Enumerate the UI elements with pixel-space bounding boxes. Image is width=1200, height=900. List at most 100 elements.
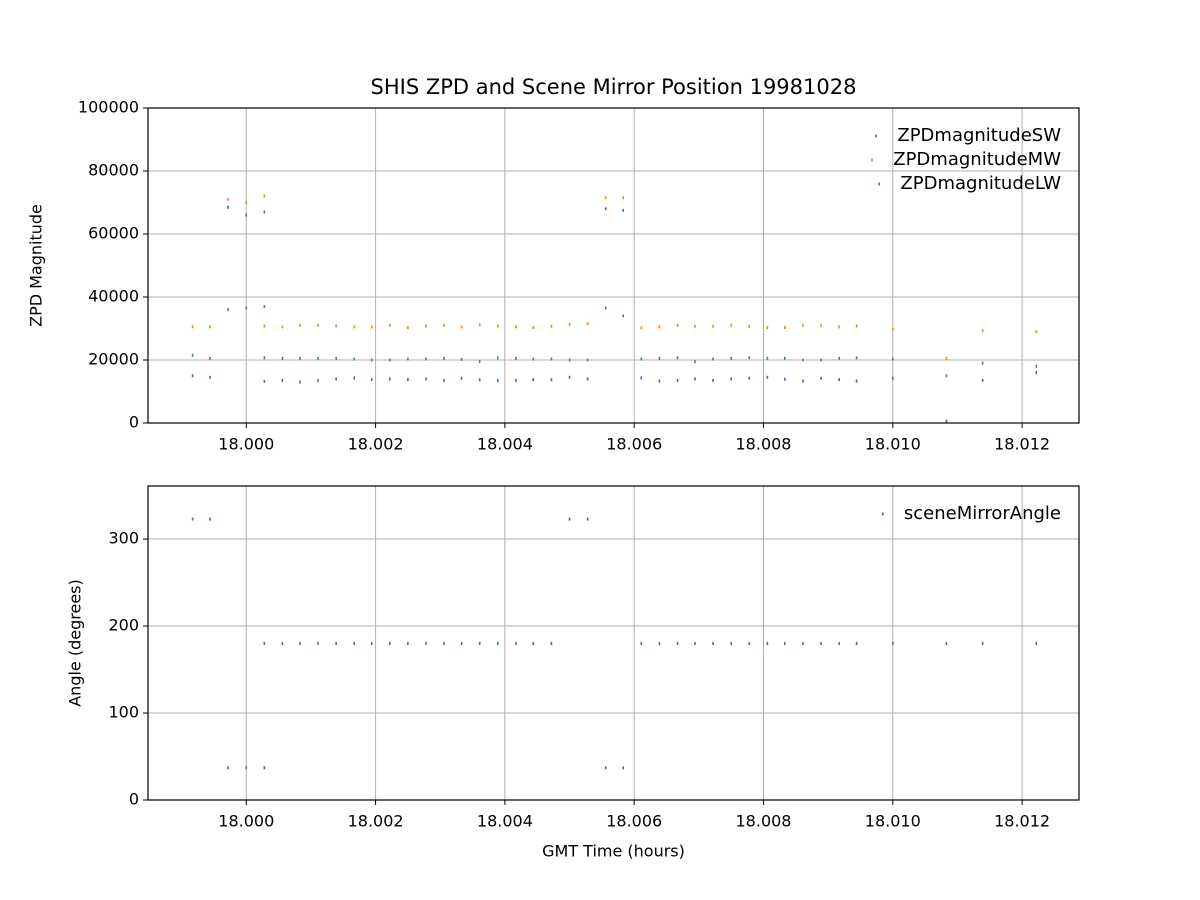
data-point — [568, 323, 571, 327]
data-point — [353, 325, 356, 329]
data-point — [604, 766, 607, 770]
data-point — [281, 641, 284, 645]
data-point — [335, 377, 337, 381]
data-point — [586, 377, 589, 381]
x-tick-label: 18.004 — [477, 435, 533, 454]
data-point — [945, 419, 948, 423]
data-point — [981, 641, 984, 645]
data-point — [766, 356, 769, 360]
data-point — [676, 641, 679, 645]
data-point — [838, 356, 840, 360]
data-point — [820, 323, 822, 327]
data-point — [245, 306, 248, 310]
data-point — [586, 358, 589, 362]
data-point — [370, 641, 373, 645]
data-point — [407, 641, 409, 645]
data-point — [209, 517, 211, 521]
x-tick-label: 18.010 — [865, 435, 921, 454]
data-point — [460, 376, 463, 380]
x-tick-label: 18.000 — [218, 812, 274, 831]
data-point — [676, 356, 679, 360]
x-axis-label: GMT Time (hours) — [542, 842, 685, 861]
legend-label: ZPDmagnitudeLW — [900, 173, 1061, 194]
data-point — [532, 641, 535, 645]
data-point — [532, 357, 535, 361]
data-point — [263, 324, 266, 328]
data-point — [263, 356, 266, 360]
y-tick-label: 80000 — [88, 161, 139, 180]
data-point — [784, 641, 786, 645]
y-tick-label: 20000 — [88, 350, 139, 369]
data-point — [460, 357, 463, 361]
data-point — [658, 379, 661, 383]
data-point — [227, 308, 229, 312]
data-point — [892, 376, 894, 380]
data-point — [370, 378, 373, 382]
data-point — [1035, 641, 1038, 645]
data-point — [1035, 371, 1038, 375]
data-point — [263, 210, 266, 214]
x-tick-label: 18.006 — [606, 812, 662, 831]
data-point — [838, 641, 840, 645]
data-point — [712, 641, 714, 645]
data-point — [676, 378, 679, 382]
data-point — [245, 201, 248, 204]
data-point — [855, 356, 858, 360]
data-point — [209, 356, 211, 360]
data-point — [460, 325, 463, 329]
data-point — [568, 375, 571, 379]
data-point — [425, 377, 427, 381]
data-point — [353, 357, 356, 361]
data-point — [748, 641, 751, 645]
data-point — [550, 357, 553, 361]
data-point — [855, 324, 858, 328]
data-point — [443, 378, 445, 382]
data-point — [802, 379, 804, 383]
x-tick-label: 18.012 — [994, 435, 1050, 454]
data-point — [515, 356, 517, 360]
data-point — [515, 641, 517, 645]
x-tick-label: 18.008 — [736, 812, 792, 831]
data-point — [604, 306, 607, 310]
data-point — [370, 358, 373, 362]
data-point — [370, 325, 373, 329]
data-point — [820, 376, 822, 380]
data-point — [658, 641, 661, 645]
data-point — [335, 641, 337, 645]
data-point — [604, 207, 607, 211]
data-point — [317, 641, 319, 645]
legend-label: ZPDmagnitudeSW — [897, 125, 1061, 146]
data-point — [766, 641, 769, 645]
legend-marker — [878, 182, 881, 186]
y-tick-label: 60000 — [88, 224, 139, 243]
data-point — [604, 196, 607, 200]
data-point — [694, 377, 696, 381]
data-point — [281, 378, 284, 382]
data-point — [299, 641, 301, 645]
y-tick-label: 0 — [129, 413, 139, 432]
data-point — [838, 378, 840, 382]
data-point — [299, 380, 301, 384]
data-point — [550, 378, 553, 382]
data-point — [802, 358, 804, 362]
data-point — [317, 378, 319, 382]
data-point — [353, 376, 356, 380]
data-point — [694, 360, 696, 364]
data-point — [299, 323, 301, 327]
data-point — [496, 641, 499, 645]
data-point — [1035, 330, 1038, 334]
data-point — [478, 360, 481, 364]
x-tick-label: 18.000 — [218, 435, 274, 454]
y-axis-label: ZPD Magnitude — [27, 204, 46, 327]
data-point — [443, 323, 445, 327]
data-point — [640, 641, 643, 645]
data-point — [784, 377, 786, 381]
legend-marker — [875, 134, 877, 138]
data-point — [622, 314, 624, 318]
data-point — [478, 641, 481, 645]
legend-label: ZPDmagnitudeMW — [893, 149, 1061, 170]
data-point — [945, 641, 948, 645]
axes-frame — [147, 107, 1080, 424]
data-point — [389, 377, 391, 381]
data-point — [227, 205, 229, 209]
